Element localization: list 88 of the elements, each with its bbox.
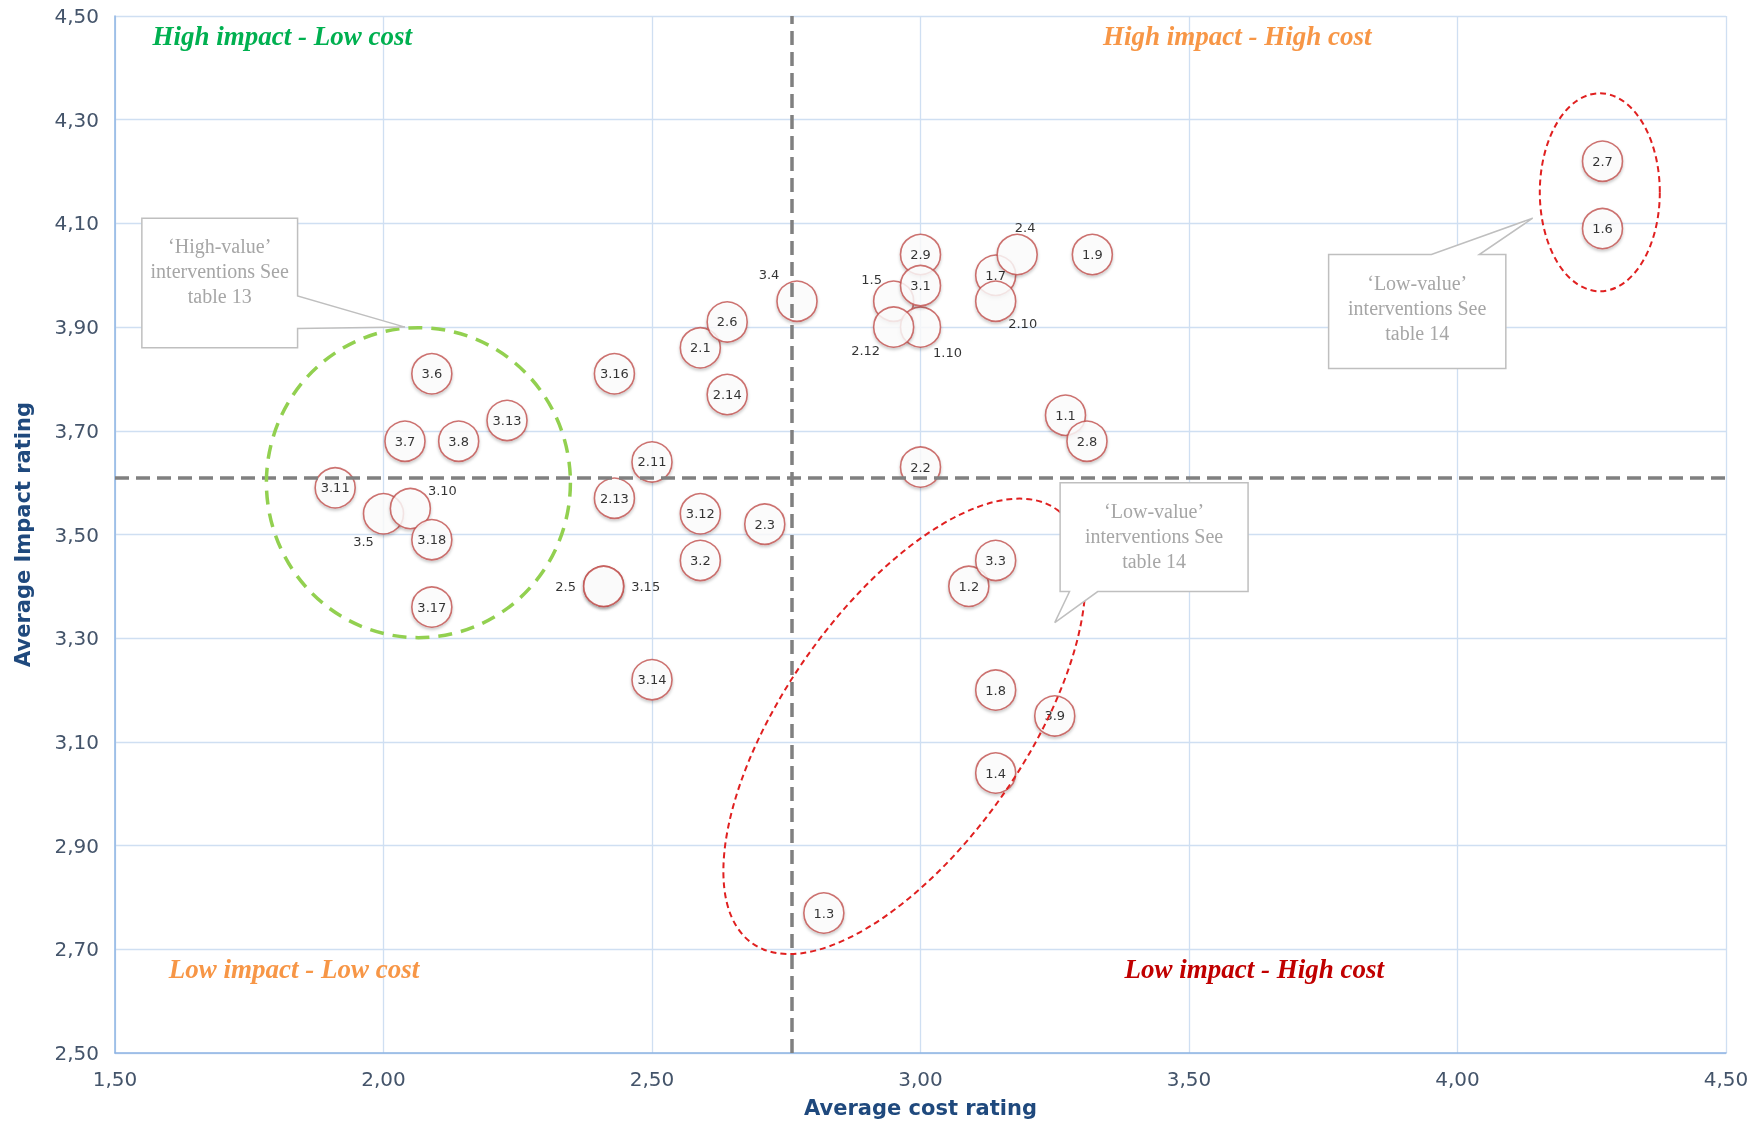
annotation: ‘Low-value’ interventions See table 14 bbox=[1084, 498, 1225, 574]
series-label: 2.13 bbox=[599, 490, 629, 506]
point bbox=[384, 420, 426, 462]
y-tick-label: 3,90 bbox=[54, 315, 99, 340]
series-label: 3.18 bbox=[417, 532, 447, 548]
point bbox=[974, 752, 1017, 794]
point bbox=[776, 280, 818, 322]
series-label: 1.1 bbox=[1055, 407, 1076, 423]
series-label: 3.16 bbox=[599, 366, 629, 382]
series-label: 2.5 bbox=[555, 578, 577, 594]
point bbox=[1033, 695, 1076, 737]
series-label: 1.4 bbox=[985, 765, 1007, 781]
series-label: 3.4 bbox=[758, 266, 780, 282]
series-label: 1.3 bbox=[813, 905, 835, 921]
y-tick-label: 4,50 bbox=[54, 4, 99, 28]
series-label: 3.10 bbox=[427, 483, 457, 499]
point bbox=[803, 892, 845, 934]
x-axis-title: Average cost rating bbox=[803, 1095, 1038, 1120]
series-label: 2.9 bbox=[910, 247, 931, 263]
series-label: 2.4 bbox=[1014, 220, 1036, 236]
point bbox=[1581, 140, 1624, 182]
series-label: 3.13 bbox=[492, 412, 522, 428]
y-axis-title: Average Impact rating bbox=[10, 402, 35, 667]
y-tick-label: 4,30 bbox=[54, 107, 99, 132]
x-tick-label: 2,50 bbox=[629, 1067, 675, 1091]
x-tick-label: 4,00 bbox=[1435, 1067, 1480, 1091]
point bbox=[974, 669, 1017, 711]
x-tick-label: 4,50 bbox=[1703, 1067, 1749, 1091]
series-label: 3.17 bbox=[417, 599, 447, 615]
annotation: High impact - Low cost bbox=[152, 21, 413, 53]
y-tick-label: 4,10 bbox=[54, 211, 99, 236]
y-tick-label: 3,50 bbox=[54, 522, 99, 547]
annotation: ‘Low-value’ interventions See table 14 bbox=[1347, 270, 1488, 346]
y-tick-label: 3,70 bbox=[54, 418, 99, 443]
x-tick-label: 3,50 bbox=[1166, 1067, 1212, 1091]
series-label: 2.14 bbox=[712, 387, 742, 403]
series-label: 3.7 bbox=[394, 433, 416, 449]
point bbox=[744, 503, 786, 545]
point bbox=[1581, 207, 1624, 250]
annotation: Low impact - High cost bbox=[1124, 954, 1385, 986]
series-label: 1.6 bbox=[1592, 221, 1613, 237]
series-label: 2.10 bbox=[1008, 315, 1038, 331]
series-label: 1.2 bbox=[958, 578, 980, 594]
series-label: 1.7 bbox=[985, 267, 1007, 283]
series-label: 3.2 bbox=[689, 552, 711, 568]
series-label: 3.3 bbox=[985, 552, 1007, 568]
point bbox=[899, 264, 942, 307]
series-label: 3.1 bbox=[910, 278, 931, 294]
y-tick-label: 2,50 bbox=[54, 1041, 99, 1065]
y-tick-label: 3,10 bbox=[54, 729, 99, 754]
series-label: 2.8 bbox=[1076, 433, 1098, 449]
series-label: 2.3 bbox=[754, 516, 776, 532]
point bbox=[411, 352, 453, 395]
series-label: 2.12 bbox=[851, 342, 881, 358]
series-label: 2.1 bbox=[689, 340, 711, 356]
x-tick-label: 3,00 bbox=[898, 1067, 943, 1091]
series-label: 3.11 bbox=[320, 480, 350, 496]
series-label: 3.6 bbox=[421, 366, 443, 382]
annotation: High impact - High cost bbox=[1103, 21, 1372, 53]
y-tick-label: 2,90 bbox=[54, 833, 99, 858]
series-label: 3.9 bbox=[1044, 708, 1066, 724]
series-label: 1.5 bbox=[861, 271, 882, 287]
point bbox=[679, 539, 722, 582]
x-tick-label: 2,00 bbox=[361, 1067, 406, 1091]
y-tick-label: 3,30 bbox=[54, 626, 99, 651]
series-label: 2.11 bbox=[637, 454, 667, 470]
series-label: 2.6 bbox=[716, 314, 738, 330]
point bbox=[948, 565, 990, 608]
series-label: 3.12 bbox=[685, 506, 715, 522]
point bbox=[679, 327, 722, 369]
point bbox=[582, 565, 625, 608]
series-label: 3.5 bbox=[353, 534, 374, 550]
annotation: Low impact - Low cost bbox=[168, 954, 420, 986]
point bbox=[437, 420, 480, 462]
series-label: 1.8 bbox=[985, 682, 1007, 698]
series-label: 1.10 bbox=[933, 344, 962, 360]
y-tick-label: 2,70 bbox=[54, 937, 99, 962]
series-label: 2.7 bbox=[1592, 153, 1613, 169]
series-label: 3.15 bbox=[631, 578, 661, 594]
point bbox=[974, 539, 1017, 582]
series-label: 3.14 bbox=[637, 672, 667, 688]
annotation: ‘High-value’ interventions See table 13 bbox=[149, 234, 290, 310]
series-label: 1.9 bbox=[1082, 247, 1103, 263]
point bbox=[1071, 233, 1114, 276]
x-tick-label: 1,50 bbox=[92, 1067, 138, 1091]
series-label: 2.2 bbox=[910, 459, 931, 475]
series-label: 3.8 bbox=[448, 433, 470, 449]
point bbox=[872, 306, 915, 348]
